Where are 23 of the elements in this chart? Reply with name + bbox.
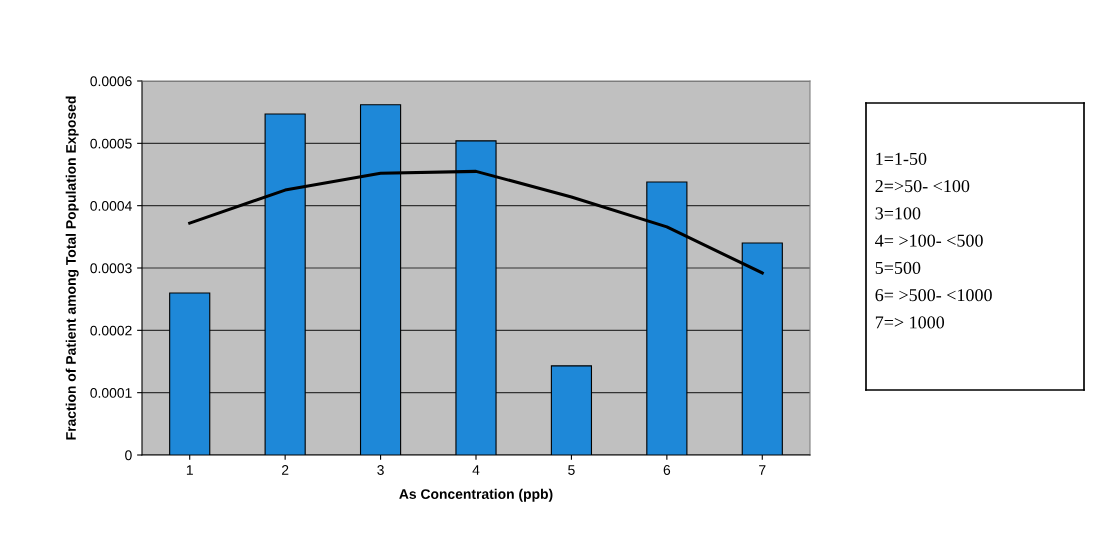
text: 3=100 [875,207,921,220]
x-tick-label: 4 [472,465,480,475]
y-tick-label: 0.0006 [90,76,132,87]
text: 5=500 [875,261,921,274]
y-tick-label: 0 [125,450,132,461]
y-tick-label: 0.0003 [90,263,132,274]
x-tick-label: 7 [759,465,766,475]
text: 7=> 1000 [875,316,945,329]
y-tick-label: 0.0005 [90,138,132,149]
x-axis-title: As Concentration (ppb) [399,488,553,502]
text: 4= >100- <500 [875,234,983,247]
text: 2=>50- <100 [875,180,970,193]
x-tick-label: 6 [663,465,671,475]
text: 6= >500- <1000 [875,289,992,302]
y-tick-label: 0.0001 [90,388,132,398]
x-tick-label: 5 [568,465,575,475]
y-tick-label: 0.0004 [90,201,132,211]
x-tick-label: 1 [186,465,193,475]
y-axis-title: Fraction of Patient among Total Population Exposed [65,96,79,440]
x-tick-label: 2 [281,465,289,475]
y-tick-label: 0.0002 [90,325,132,336]
text: 1=1-50 [876,152,927,165]
x-tick-label: 3 [377,465,384,475]
